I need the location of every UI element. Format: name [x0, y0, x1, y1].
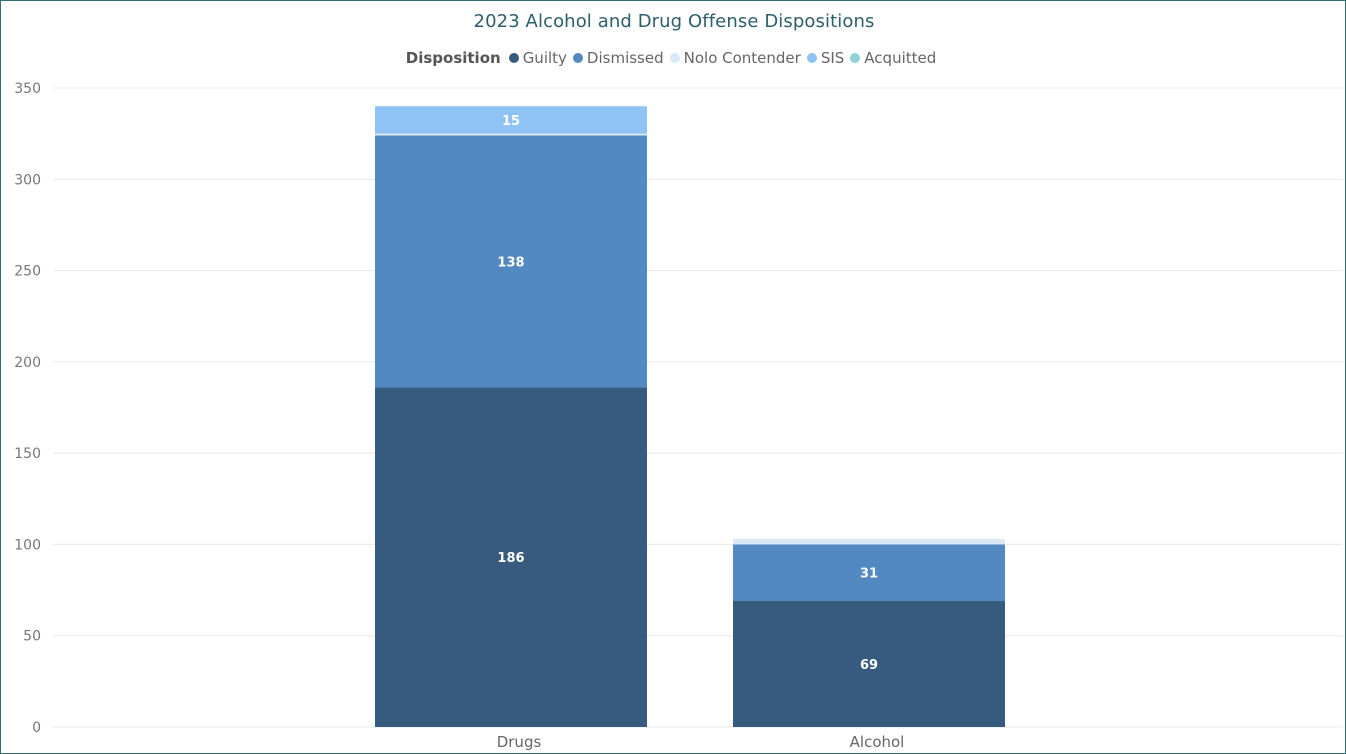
y-tick-label: 0 — [32, 720, 41, 736]
legend-item-guilty[interactable]: Guilty — [508, 49, 567, 67]
bar-segment-drugs-sis[interactable] — [375, 106, 647, 134]
bar-segment-alcohol-nolo-contender[interactable] — [733, 538, 1005, 545]
legend-label-acquitted: Acquitted — [864, 49, 937, 67]
legend-item-dismissed[interactable]: Dismissed — [572, 49, 664, 67]
legend-item-acquitted[interactable]: Acquitted — [850, 49, 936, 67]
y-tick-label: 250 — [14, 264, 41, 280]
legend-item-sis[interactable]: SIS — [806, 49, 845, 67]
y-tick-label: 200 — [14, 355, 41, 371]
y-tick-label: 350 — [14, 81, 41, 97]
data-label-alcohol-guilty: 69 — [860, 658, 878, 673]
data-label-alcohol-dismissed: 31 — [860, 567, 878, 582]
legend: Disposition Guilty Dismissed Nolo Conten… — [1, 49, 1346, 67]
data-label-drugs-dismissed: 138 — [497, 255, 524, 270]
y-tick-label: 50 — [23, 629, 41, 645]
legend-item-nolo-contender[interactable]: Nolo Contender — [669, 49, 801, 67]
legend-dot-sis — [806, 53, 817, 63]
legend-dot-dismissed — [572, 53, 583, 63]
legend-label-sis: SIS — [820, 49, 845, 67]
legend-label-nolo-contender: Nolo Contender — [683, 49, 801, 67]
bar-segment-drugs-dismissed[interactable] — [375, 135, 647, 388]
legend-dot-acquitted — [850, 53, 861, 63]
bar-segment-drugs-nolo-contender[interactable] — [375, 133, 647, 136]
y-tick-label: 300 — [14, 172, 41, 188]
bar-segment-alcohol-guilty[interactable] — [733, 601, 1005, 727]
y-tick-label: 150 — [14, 446, 41, 462]
x-tick-label-alcohol: Alcohol — [850, 733, 905, 751]
chart-title: 2023 Alcohol and Drug Offense Dispositio… — [473, 11, 875, 32]
bar-segment-drugs-guilty[interactable] — [375, 387, 647, 727]
legend-dot-nolo-contender — [669, 53, 680, 63]
legend-dot-guilty — [508, 53, 519, 63]
legend-label-dismissed: Dismissed — [586, 49, 664, 67]
bar-segment-alcohol-dismissed[interactable] — [733, 544, 1005, 602]
legend-label-guilty: Guilty — [522, 49, 567, 67]
data-label-drugs-guilty: 186 — [497, 551, 524, 566]
data-label-drugs-sis: 15 — [502, 114, 520, 129]
legend-title: Disposition — [405, 49, 501, 67]
x-tick-label-drugs: Drugs — [497, 733, 542, 751]
y-tick-label: 100 — [14, 537, 41, 553]
